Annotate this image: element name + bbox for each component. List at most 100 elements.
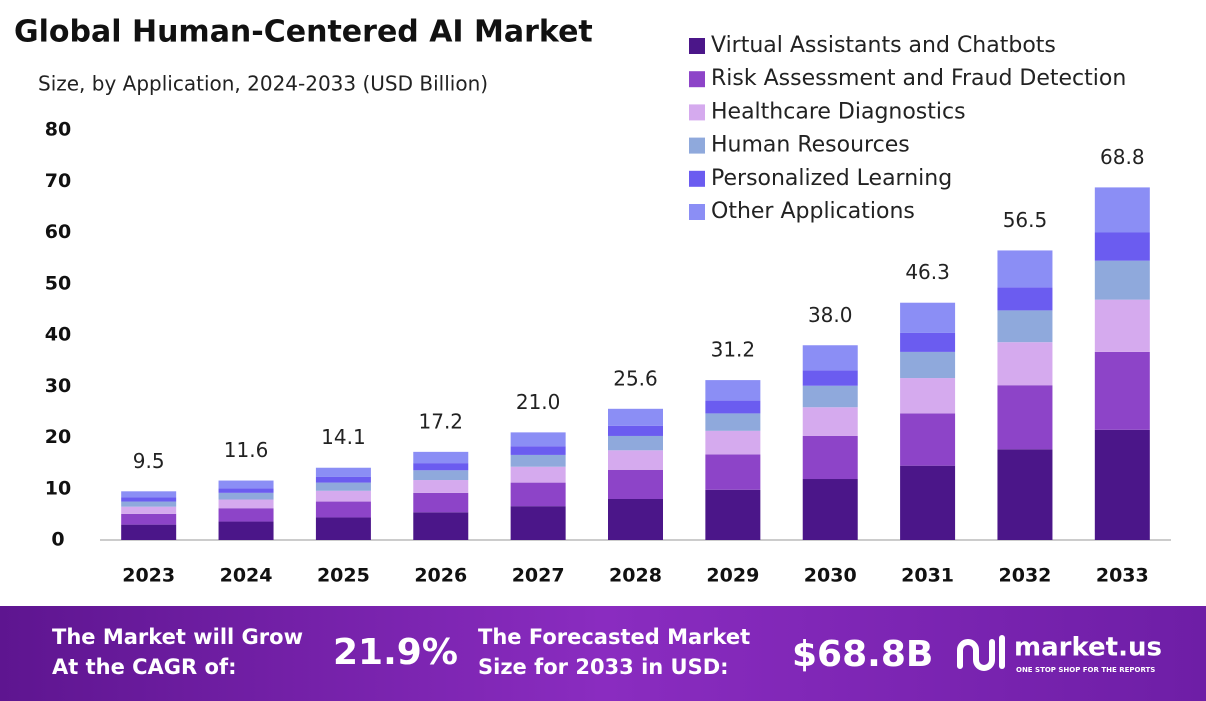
- bar-segment: [705, 430, 761, 455]
- bar-segment: [121, 524, 177, 540]
- bar-segment: [413, 480, 469, 493]
- bar-segment: [802, 435, 858, 480]
- legend-swatch: [689, 104, 705, 121]
- legend-swatch: [689, 71, 705, 88]
- total-label: 68.8: [1100, 145, 1145, 169]
- bar-segment: [1094, 232, 1150, 261]
- y-tick-label: 0: [51, 529, 64, 551]
- bar-segment: [510, 482, 566, 507]
- x-tick-label: 2028: [609, 565, 662, 587]
- bar-segment: [705, 489, 761, 540]
- bar-segment: [1094, 260, 1150, 300]
- total-label: 14.1: [321, 425, 366, 449]
- bar-segment: [218, 492, 274, 500]
- legend-swatch: [689, 137, 705, 154]
- y-tick-label: 30: [45, 375, 71, 397]
- bar-segment: [900, 302, 956, 333]
- total-label: 11.6: [224, 438, 269, 462]
- y-tick-label: 20: [45, 426, 71, 448]
- legend-swatch: [689, 38, 705, 54]
- cagr-text: At the CAGR of:: [52, 655, 237, 679]
- bar-segment: [900, 332, 956, 352]
- chart-title: Global Human-Centered AI Market: [14, 15, 593, 50]
- total-label: 9.5: [133, 449, 165, 473]
- bar-segment: [1094, 429, 1150, 540]
- bar-segment: [608, 499, 663, 540]
- bar-segment: [802, 345, 858, 371]
- bar-segment: [997, 310, 1053, 343]
- total-label: 21.0: [516, 390, 561, 414]
- bar-segment: [315, 467, 371, 477]
- bar-segment: [121, 497, 177, 502]
- bar-segment: [705, 413, 761, 431]
- bar-segment: [997, 385, 1053, 450]
- y-tick-label: 10: [45, 477, 71, 499]
- y-tick-label: 80: [45, 119, 71, 141]
- bar-segment: [413, 492, 469, 513]
- bar-segment: [413, 451, 469, 464]
- bar-segment: [413, 470, 469, 481]
- bar-segment: [608, 450, 663, 470]
- x-tick-label: 2024: [220, 565, 273, 587]
- bar-segment: [608, 408, 663, 426]
- bar-segment: [1094, 351, 1150, 430]
- y-tick-label: 40: [45, 324, 71, 346]
- legend-swatch: [689, 204, 705, 220]
- bar-segment: [121, 506, 177, 514]
- bar-segment: [802, 479, 858, 540]
- legend-label: Healthcare Diagnostics: [711, 99, 966, 124]
- bar-segment: [315, 482, 371, 491]
- x-tick-label: 2031: [901, 565, 954, 587]
- x-tick-label: 2023: [122, 565, 175, 587]
- bar-segment: [218, 499, 274, 509]
- bar-segment: [705, 454, 761, 490]
- x-tick-label: 2032: [999, 565, 1052, 587]
- cagr-value: 21.9%: [333, 632, 458, 673]
- legend-label: Risk Assessment and Fraud Detection: [711, 66, 1126, 91]
- x-tick-label: 2025: [317, 565, 370, 587]
- total-label: 46.3: [905, 260, 950, 284]
- bar-segment: [413, 463, 469, 471]
- bar-segment: [997, 250, 1053, 288]
- bar-segment: [315, 517, 371, 540]
- bar-segment: [218, 488, 274, 493]
- bar-segment: [218, 508, 274, 522]
- bar-segment: [802, 385, 858, 408]
- bar-segment: [315, 501, 371, 518]
- x-tick-label: 2026: [414, 565, 467, 587]
- total-label: 17.2: [419, 409, 464, 433]
- forecast-value: $68.8B: [792, 634, 933, 675]
- brand-logo: [957, 635, 1005, 671]
- legend-label: Virtual Assistants and Chatbots: [711, 33, 1056, 58]
- cagr-text: The Market will Grow: [52, 625, 303, 649]
- bar-segment: [121, 513, 177, 525]
- forecast-text: The Forecasted Market: [478, 625, 750, 649]
- bar-segment: [900, 351, 956, 379]
- bar-segment: [1094, 187, 1150, 233]
- x-tick-label: 2027: [512, 565, 565, 587]
- bar-segment: [997, 287, 1053, 311]
- total-label: 25.6: [613, 366, 658, 390]
- forecast-text: Size for 2033 in USD:: [478, 655, 729, 679]
- bar-segment: [218, 480, 274, 489]
- y-tick-label: 60: [45, 221, 71, 243]
- y-tick-label: 50: [45, 272, 71, 294]
- bar-segment: [608, 425, 663, 436]
- bar-segment: [121, 491, 177, 498]
- legend-swatch: [689, 170, 705, 187]
- bar-segment: [121, 501, 177, 507]
- legend-label: Human Resources: [711, 133, 910, 158]
- bar-segment: [997, 449, 1053, 540]
- bar-segment: [1094, 299, 1150, 352]
- bar-segment: [510, 446, 566, 455]
- x-tick-label: 2030: [804, 565, 857, 587]
- brand-tagline: ONE STOP SHOP FOR THE REPORTS: [1016, 666, 1155, 674]
- bar-segment: [510, 506, 566, 540]
- bar-segment: [705, 380, 761, 401]
- legend-label: Personalized Learning: [711, 166, 952, 191]
- bar-segment: [900, 413, 956, 466]
- bar-segment: [510, 466, 566, 483]
- brand-name: market.us: [1014, 633, 1162, 663]
- total-label: 38.0: [808, 303, 853, 327]
